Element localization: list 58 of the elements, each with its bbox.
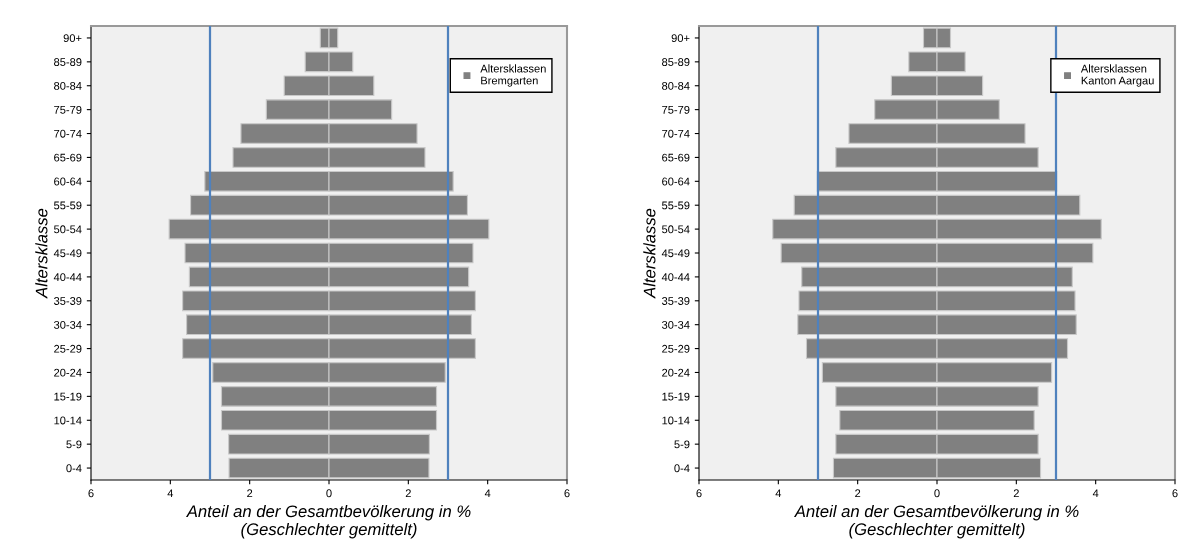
x-tick-label: 6 (564, 489, 570, 498)
y-tick-label: 15-19 (662, 392, 690, 401)
y-tick-label: 80-84 (54, 82, 82, 90)
x-tick-label: 4 (484, 489, 491, 498)
x-tick-label: 6 (88, 489, 94, 498)
y-tick-label: 65-69 (662, 153, 690, 162)
y-tick-label: 10-14 (54, 416, 82, 425)
x-tick-label: 0 (326, 489, 332, 498)
y-tick-label: 70-74 (662, 129, 690, 138)
y-tick-label: 90+ (63, 34, 82, 43)
y-tick-label: 60-64 (54, 177, 82, 186)
x-axis-title: Anteil an der Gesamtbevölkerung in % (Geschlechter gemittelt) (185, 504, 471, 539)
y-tick-label: 45-49 (53, 249, 82, 258)
x-tick-label: 0 (934, 489, 940, 498)
x-tick-label: 4 (775, 489, 782, 498)
y-tick-label: 5-9 (674, 440, 690, 449)
y-tick-label: 65-69 (54, 153, 82, 162)
y-axis-title: Altersklasse (35, 208, 48, 299)
y-tick-label: 20-24 (54, 368, 82, 377)
y-tick-label: 55-59 (54, 201, 82, 210)
y-tick-label: 85-89 (662, 58, 690, 66)
x-tick-label: 2 (405, 489, 411, 498)
y-tick-label: 90+ (671, 34, 690, 43)
y-tick-label: 20-24 (662, 368, 690, 377)
y-tick-label: 50-54 (54, 225, 82, 234)
y-tick-label: 25-29 (54, 344, 82, 353)
y-tick-label: 0-4 (66, 464, 82, 473)
y-tick-label: 75-79 (662, 105, 690, 114)
y-tick-label: 45-49 (661, 249, 690, 258)
y-tick-label: 30-34 (53, 320, 82, 329)
y-tick-label: 50-54 (662, 225, 690, 234)
y-axis-title: Altersklasse (643, 208, 656, 299)
y-tick-label: 40-44 (661, 273, 690, 282)
x-axis-title: Anteil an der Gesamtbevölkerung in % (Geschlechter gemittelt) (793, 504, 1079, 539)
x-tick-label: 6 (1172, 489, 1178, 498)
x-tick-label: 4 (1092, 489, 1099, 498)
y-tick-label: 60-64 (662, 177, 690, 186)
y-tick-label: 35-39 (53, 297, 82, 305)
y-tick-label: 5-9 (66, 440, 82, 449)
y-tick-label: 80-84 (662, 82, 690, 90)
y-tick-label: 75-79 (54, 105, 82, 114)
y-tick-label: 40-44 (53, 273, 82, 282)
x-tick-label: 2 (855, 489, 861, 498)
y-tick-label: 25-29 (662, 344, 690, 353)
y-tick-label: 30-34 (661, 320, 690, 329)
legend-label: Altersklassen Bremgarten (480, 64, 546, 87)
y-tick-label: 85-89 (54, 58, 82, 66)
y-tick-label: 15-19 (54, 392, 82, 401)
y-tick-label: 35-39 (661, 297, 690, 305)
y-tick-label: 10-14 (662, 416, 690, 425)
y-tick-label: 70-74 (54, 129, 82, 138)
legend-label: Altersklassen Kanton Aargau (1080, 64, 1154, 87)
x-tick-label: 6 (696, 489, 702, 498)
x-tick-label: 2 (247, 489, 253, 498)
y-tick-label: 0-4 (674, 464, 690, 473)
x-tick-label: 4 (167, 489, 174, 498)
y-tick-label: 55-59 (662, 201, 690, 210)
x-tick-label: 2 (1013, 489, 1019, 498)
